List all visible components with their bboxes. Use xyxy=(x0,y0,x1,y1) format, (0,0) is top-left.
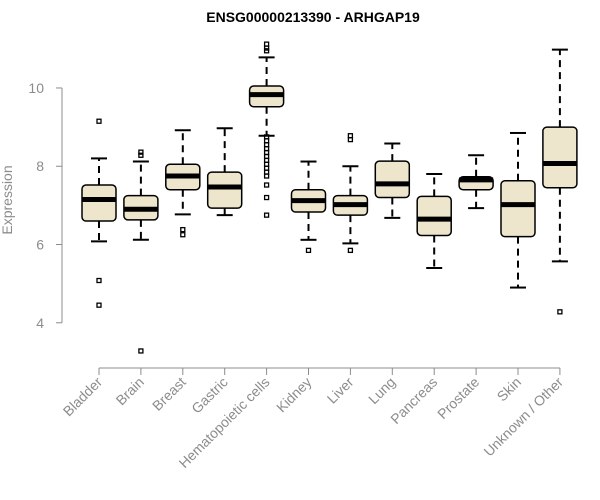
x-tick-label: Breast xyxy=(149,374,189,414)
box-iqr xyxy=(500,179,536,238)
y-tick-label: 6 xyxy=(36,237,44,253)
x-tick-label: Kidney xyxy=(273,374,315,416)
box-hematopoietic-cells xyxy=(248,41,285,218)
outlier-point xyxy=(138,149,144,155)
outlier-point xyxy=(263,194,270,201)
box-brain xyxy=(123,149,159,354)
box-iqr xyxy=(542,126,578,189)
box-iqr xyxy=(206,171,243,209)
y-axis-label: Expression xyxy=(0,165,15,234)
outlier-point xyxy=(180,226,186,233)
outlier-point xyxy=(180,232,186,238)
box-breast xyxy=(165,129,201,238)
x-tick-label: Skin xyxy=(494,374,525,405)
x-tick-label: Bladder xyxy=(60,374,106,420)
outlier-point xyxy=(263,48,270,54)
x-tick-label: Liver xyxy=(324,374,357,407)
outlier-point xyxy=(96,302,102,308)
box-skin xyxy=(500,131,536,289)
x-tick-label: Unknown / Other xyxy=(480,374,566,460)
outlier-point xyxy=(96,277,102,284)
chart-title: ENSG00000213390 - ARHGAP19 xyxy=(206,9,420,25)
x-tick-label: Pancreas xyxy=(387,374,440,427)
box-pancreas xyxy=(416,173,452,269)
x-tick-label: Lung xyxy=(365,374,398,407)
box-series xyxy=(81,41,578,354)
outlier-point xyxy=(305,247,312,254)
y-tick-label: 10 xyxy=(28,80,44,96)
outlier-point xyxy=(557,309,563,315)
box-lung xyxy=(374,142,411,219)
box-kidney xyxy=(290,160,327,254)
box-prostate xyxy=(458,154,494,210)
outlier-point xyxy=(347,247,354,254)
outlier-point xyxy=(263,212,270,218)
outlier-point xyxy=(96,118,102,124)
box-iqr xyxy=(81,184,117,222)
y-tick-label: 8 xyxy=(36,158,44,174)
y-axis: 4 6 8 10 xyxy=(28,80,63,331)
outlier-point xyxy=(263,182,270,188)
box-gastric xyxy=(206,127,243,217)
box-unknown-other xyxy=(542,48,578,315)
outlier-point xyxy=(138,152,144,158)
x-tick-label: Prostate xyxy=(434,374,482,422)
outlier-point xyxy=(138,348,144,354)
outlier-point xyxy=(347,136,354,143)
box-liver xyxy=(332,133,369,254)
outlier-point xyxy=(263,45,270,51)
box-iqr xyxy=(374,160,411,199)
box-iqr xyxy=(416,195,452,237)
outlier-point xyxy=(263,173,270,179)
x-tick-label: Brain xyxy=(113,374,147,408)
y-tick-label: 4 xyxy=(36,315,44,331)
box-bladder xyxy=(81,118,117,308)
